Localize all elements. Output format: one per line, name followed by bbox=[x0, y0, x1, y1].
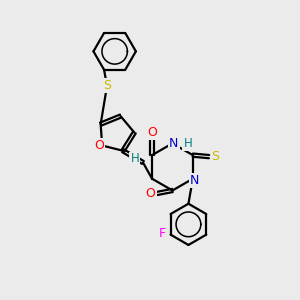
Text: H: H bbox=[130, 152, 139, 166]
Text: S: S bbox=[212, 150, 220, 163]
Text: O: O bbox=[146, 187, 156, 200]
Text: N: N bbox=[169, 137, 178, 150]
Text: F: F bbox=[159, 227, 166, 240]
Text: O: O bbox=[147, 126, 157, 139]
Text: N: N bbox=[190, 174, 199, 187]
Text: O: O bbox=[94, 139, 104, 152]
Text: S: S bbox=[103, 80, 111, 92]
Text: H: H bbox=[183, 137, 192, 150]
